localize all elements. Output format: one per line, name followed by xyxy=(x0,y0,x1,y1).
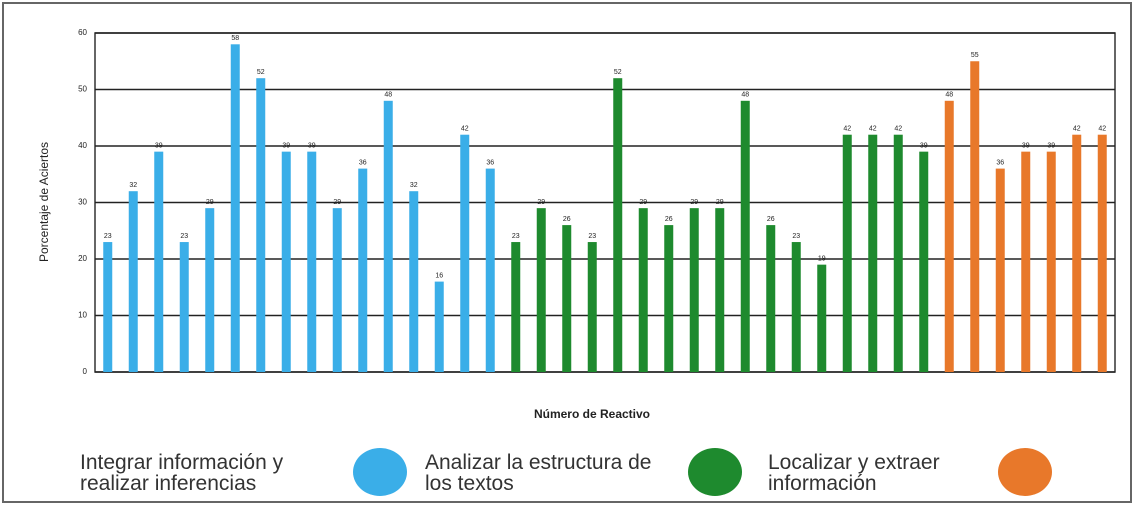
bar xyxy=(485,168,495,372)
value-label: 32 xyxy=(129,182,137,189)
value-label: 36 xyxy=(359,159,367,166)
value-label: 39 xyxy=(308,142,316,149)
y-axis-title: Porcentaje de Aciertos xyxy=(37,142,51,262)
bar xyxy=(179,242,189,372)
value-label: 42 xyxy=(461,126,469,133)
bar xyxy=(358,168,368,372)
value-label: 29 xyxy=(716,199,724,206)
value-label: 39 xyxy=(1022,142,1030,149)
bar xyxy=(715,208,725,372)
value-label: 29 xyxy=(333,199,341,206)
bar xyxy=(995,168,1005,372)
value-label: 26 xyxy=(767,216,775,223)
bar xyxy=(511,242,521,372)
value-label: 19 xyxy=(818,255,826,262)
value-label: 52 xyxy=(614,69,622,76)
legend-swatch xyxy=(688,448,742,496)
bar xyxy=(562,225,572,372)
value-label: 48 xyxy=(945,92,953,99)
value-label: 36 xyxy=(486,159,494,166)
bar xyxy=(281,151,291,372)
value-label: 52 xyxy=(257,69,265,76)
value-label: 16 xyxy=(435,272,443,279)
value-label: 23 xyxy=(588,233,596,240)
bar xyxy=(1021,151,1031,372)
value-label: 26 xyxy=(665,216,673,223)
value-label: 32 xyxy=(410,182,418,189)
y-tick-label: 30 xyxy=(78,198,87,207)
value-label: 29 xyxy=(690,199,698,206)
bar xyxy=(409,191,419,372)
value-label: 48 xyxy=(741,92,749,99)
value-label: 42 xyxy=(894,126,902,133)
value-label: 29 xyxy=(537,199,545,206)
bar xyxy=(766,225,776,372)
bar xyxy=(128,191,138,372)
value-label: 42 xyxy=(843,126,851,133)
x-axis-title: Número de Reactivo xyxy=(534,407,650,421)
bar xyxy=(230,44,240,373)
y-tick-label: 10 xyxy=(78,311,87,320)
y-tick-label: 40 xyxy=(78,141,87,150)
value-label: 23 xyxy=(792,233,800,240)
value-label: 23 xyxy=(104,233,112,240)
value-label: 42 xyxy=(1073,126,1081,133)
bar xyxy=(205,208,215,372)
bar xyxy=(434,281,444,372)
value-label: 23 xyxy=(180,233,188,240)
bar xyxy=(944,100,954,373)
legend-label: Localizar y extraer información xyxy=(768,451,940,495)
legend-swatch xyxy=(353,448,407,496)
value-label: 39 xyxy=(155,142,163,149)
bar xyxy=(791,242,801,372)
bar xyxy=(332,208,342,372)
bar xyxy=(970,61,980,372)
legend-label: Analizar la estructura de los textos xyxy=(425,451,652,495)
bar xyxy=(664,225,674,372)
bar xyxy=(817,264,827,372)
value-label: 39 xyxy=(282,142,290,149)
y-tick-label: 0 xyxy=(83,367,88,376)
bar xyxy=(740,100,750,373)
bar xyxy=(919,151,929,372)
value-label: 58 xyxy=(231,35,239,42)
bar xyxy=(103,242,113,372)
bar xyxy=(842,134,852,372)
bar xyxy=(383,100,393,373)
y-tick-label: 50 xyxy=(78,85,87,94)
value-label: 42 xyxy=(1098,126,1106,133)
bar xyxy=(868,134,878,372)
bar xyxy=(307,151,317,372)
bar xyxy=(536,208,546,372)
bar xyxy=(638,208,648,372)
value-label: 42 xyxy=(869,126,877,133)
legend-label: Integrar información y realizar inferenc… xyxy=(80,451,284,495)
y-tick-label: 60 xyxy=(78,28,87,37)
bar xyxy=(689,208,699,372)
value-label: 48 xyxy=(384,92,392,99)
value-label: 23 xyxy=(512,233,520,240)
bar xyxy=(893,134,903,372)
bar xyxy=(1046,151,1056,372)
bar xyxy=(613,78,623,372)
value-label: 39 xyxy=(1047,142,1055,149)
bar xyxy=(154,151,164,372)
bar xyxy=(1072,134,1082,372)
bar xyxy=(460,134,470,372)
value-label: 29 xyxy=(639,199,647,206)
bar xyxy=(1097,134,1107,372)
legend-swatch xyxy=(998,448,1052,496)
value-label: 39 xyxy=(920,142,928,149)
value-label: 55 xyxy=(971,52,979,59)
value-label: 29 xyxy=(206,199,214,206)
bar xyxy=(256,78,266,372)
y-tick-label: 20 xyxy=(78,254,87,263)
value-label: 36 xyxy=(996,159,1004,166)
bar xyxy=(587,242,597,372)
value-label: 26 xyxy=(563,216,571,223)
